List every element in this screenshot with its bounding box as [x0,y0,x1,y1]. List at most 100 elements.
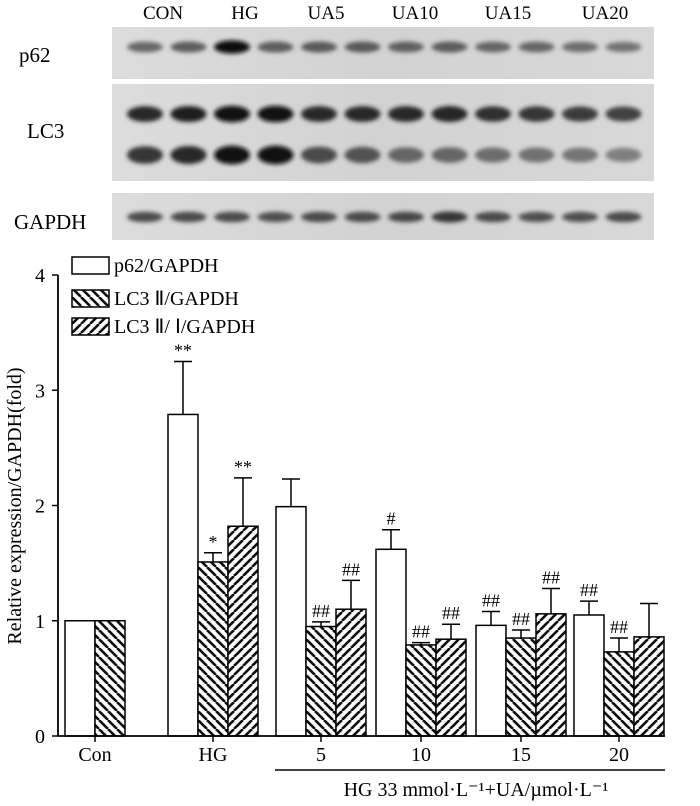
bar-HG-s0 [167,413,199,737]
significance-mark: ** [234,457,252,477]
lc3-i-band [388,106,424,122]
lc3-ii-band [475,147,511,163]
bar-5-s0 [275,505,307,737]
lane-headers: CON HG UA5 UA10 UA15 UA20 [143,3,628,24]
p62-band [127,41,163,53]
lane-header-ua15: UA15 [485,3,531,24]
p62-row-label: p62 [19,43,51,67]
lc3-ii-band [344,146,381,164]
y-tick-label: 0 [35,726,45,748]
x-axis-label: HG 33 mmol·L⁻¹+UA/µmol·L⁻¹ [344,779,609,801]
lc3-membrane [112,84,654,181]
western-blot: CON HG UA5 UA10 UA15 UA20 p62 LC3 GAPDH [14,3,654,240]
bar-5-s1 [305,625,337,737]
gapdh-band [518,211,555,223]
lc3-i-band [475,106,511,122]
gapdh-bands [127,211,642,223]
error-bars-layer [174,360,658,652]
lc3-i-band [605,106,642,122]
significance-mark: ** [174,340,192,360]
significance-mark: * [209,532,218,552]
legend-swatch-lc3ii [71,289,110,308]
lc3-ii-band [127,146,163,164]
lc3-i-band [170,105,207,123]
lc3-ii-band [214,145,250,165]
p62-membrane [112,27,654,79]
x-tick-label: HG [199,744,228,766]
bar-15-s0 [475,624,507,737]
x-tick-label: 5 [316,744,326,766]
significance-layer: *****################### [174,340,628,641]
lane-header-ua10: UA10 [392,3,438,24]
lc3-ii-band [562,147,598,163]
bar-HG-s2 [227,525,259,737]
lc3-ii-band [257,145,294,165]
significance-mark: ## [342,559,360,579]
gapdh-band [127,211,163,223]
gapdh-band [344,211,381,223]
gapdh-band [170,211,207,223]
gapdh-band [605,211,642,223]
gapdh-band [214,211,250,223]
gapdh-band [562,211,598,223]
significance-mark: ## [580,580,598,600]
significance-mark: ## [512,609,530,629]
lc3-bands [127,105,642,165]
legend: p62/GAPDH LC3 Ⅱ/GAPDH LC3 Ⅱ/ Ⅰ/GAPDH [71,255,255,338]
lc3-ii-band [605,147,642,163]
p62-band [475,41,511,53]
gapdh-row-label: GAPDH [14,210,86,234]
p62-band [301,41,337,53]
legend-swatch-p62 [71,256,110,275]
p62-band [257,41,294,53]
legend-label-lc3ii: LC3 Ⅱ/GAPDH [114,288,239,310]
y-ticks: 0 1 2 3 4 [35,265,58,748]
p62-bands [127,40,642,54]
bar-10-s2 [435,638,467,737]
lane-header-hg: HG [231,3,259,24]
lc3-ii-band [388,147,424,163]
bar-HG-s1 [197,561,229,737]
significance-mark: ## [542,567,560,587]
p62-band [388,41,424,53]
significance-mark: ## [442,603,460,623]
legend-label-lc3-ratio: LC3 Ⅱ/ Ⅰ/GAPDH [114,316,255,338]
bar-Con-s0 [64,620,96,737]
gapdh-band [301,211,337,223]
legend-label-p62: p62/GAPDH [114,255,218,277]
x-tick-label: Con [78,744,111,766]
lc3-i-band [562,106,598,122]
p62-band [344,41,381,53]
gapdh-band [257,211,294,223]
lc3-i-band [518,106,555,122]
gapdh-band [475,211,511,223]
bar-20-s0 [573,614,605,737]
significance-mark: # [387,509,396,529]
bar-Con-s1 [94,620,126,737]
p62-band [431,41,468,53]
y-tick-label: 1 [35,611,45,633]
bar-10-s0 [375,548,407,737]
lc3-row-label: LC3 [27,119,64,143]
x-tick-label: 20 [609,744,629,766]
p62-band [518,41,555,53]
lane-header-con: CON [143,3,183,24]
bar-20-s1 [603,651,635,737]
legend-swatch-lc3-ratio [71,317,110,336]
significance-mark: ## [482,591,500,611]
x-tick-label: 15 [511,744,531,766]
y-axis-label: Relative expression/GAPDH(fold) [4,367,26,644]
lc3-ii-band [301,146,337,164]
p62-band [170,41,207,53]
gapdh-band [431,211,468,223]
bar-5-s2 [335,608,367,737]
p62-band [605,41,642,53]
lane-header-ua20: UA20 [582,3,628,24]
y-tick-label: 4 [35,265,45,287]
bar-15-s2 [535,613,567,737]
lc3-i-band [127,106,163,122]
x-tick-label: 10 [411,744,431,766]
p62-band [562,41,598,53]
bar-15-s1 [505,637,537,737]
